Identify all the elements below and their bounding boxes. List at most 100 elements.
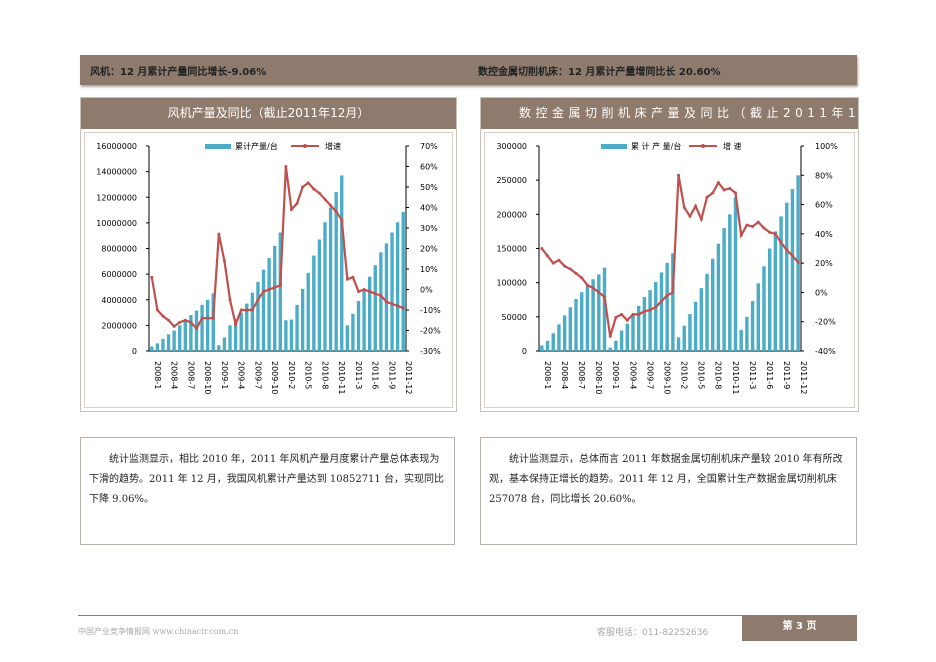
right-tick-label: 0%: [815, 288, 828, 297]
left-tick-label: 250000: [496, 176, 527, 185]
bar: [602, 267, 607, 351]
right-tick-label: -10%: [420, 306, 441, 315]
bar: [693, 301, 698, 351]
bar: [779, 216, 783, 351]
growth-point: [728, 186, 732, 190]
growth-point: [161, 314, 165, 318]
chart-title: 数控金属切削机床产量及同比（截止2011年12: [481, 98, 858, 129]
wind-turbine-analysis-text: 统计监测显示，相比 2010 年，2011 年风机产量月度累计产量总体表现为下滑…: [80, 437, 455, 545]
growth-point: [273, 285, 277, 289]
growth-point: [150, 275, 154, 279]
growth-line: [150, 166, 404, 331]
x-tick-label: 2011-3: [354, 361, 363, 389]
bar: [273, 245, 277, 351]
left-tick-label: 150000: [496, 245, 527, 254]
growth-point: [688, 214, 692, 218]
bar: [334, 192, 338, 351]
growth-point: [580, 276, 584, 280]
growth-point: [373, 292, 377, 296]
growth-point: [625, 318, 629, 322]
growth-point: [323, 197, 327, 201]
bar: [295, 304, 299, 351]
growth-point: [345, 277, 349, 281]
growth-point: [694, 204, 698, 208]
right-tick-label: 0%: [420, 286, 433, 295]
x-tick-label: 2008-7: [577, 361, 586, 389]
x-tick-label: 2009-4: [628, 361, 637, 389]
x-tick-label: 2009-7: [253, 361, 262, 389]
right-tick-label: 40%: [815, 230, 833, 239]
bar: [155, 343, 160, 351]
bar: [250, 292, 255, 351]
growth-point: [773, 232, 777, 236]
growth-point: [217, 232, 221, 236]
right-tick-label: -20%: [420, 327, 441, 336]
bar: [722, 228, 726, 351]
growth-point: [551, 261, 555, 265]
growth-point: [603, 295, 606, 299]
growth-point: [267, 288, 271, 291]
bar: [728, 214, 732, 351]
legend-line-marker: [303, 144, 307, 148]
growth-point: [194, 326, 198, 330]
growth-point: [289, 208, 293, 212]
x-tick-label: 2011-9: [782, 361, 791, 389]
bar: [284, 320, 288, 351]
x-tick-label: 2010-5: [304, 361, 313, 389]
x-tick-label: 2010-5: [697, 361, 706, 389]
growth-point: [155, 308, 159, 312]
bar: [261, 269, 266, 351]
growth-point: [379, 294, 383, 298]
bar: [648, 290, 652, 351]
bar: [267, 258, 271, 351]
growth-point: [228, 298, 232, 302]
left-tick-label: 200000: [496, 210, 527, 219]
growth-point: [295, 201, 299, 205]
left-tick-label: 14000000: [96, 168, 137, 177]
left-tick-label: 0: [132, 347, 137, 356]
x-tick-label: 2008-4: [560, 361, 569, 389]
growth-point: [211, 316, 215, 320]
x-tick-label: 2010-11: [731, 361, 740, 394]
x-tick-label: 2008-1: [153, 361, 162, 389]
bar: [585, 285, 590, 351]
bar: [178, 325, 182, 351]
bar: [228, 325, 232, 351]
growth-point: [546, 254, 550, 258]
bar: [608, 347, 612, 351]
bar: [773, 231, 778, 351]
bar: [351, 313, 355, 351]
footer-divider: [78, 615, 744, 616]
bar: [745, 316, 749, 351]
growth-point: [648, 308, 652, 312]
growth-point: [739, 233, 743, 237]
machine-tool-analysis-text: 统计监测显示，总体而言 2011 年数据金属切削机床产量较 2010 年有所改观…: [480, 437, 857, 545]
growth-point: [620, 312, 624, 316]
bar: [591, 279, 595, 351]
bar: [239, 312, 243, 351]
x-tick-label: 2009-4: [237, 361, 246, 389]
bar: [631, 315, 635, 351]
footer-site-link[interactable]: 中国产业竞争情报网 www.chinacir.com.cn: [78, 627, 239, 636]
right-tick-label: 80%: [815, 171, 833, 180]
growth-line: [540, 175, 799, 337]
growth-point: [711, 191, 715, 195]
bar: [233, 318, 238, 351]
bar: [390, 232, 394, 351]
summary-header-bar: 风机：12 月累计产量同比增长-9.06% 数控金属切削机床：12 月累计产量增…: [80, 55, 857, 85]
bar: [671, 253, 675, 351]
bar: [356, 301, 361, 351]
bar: [395, 222, 400, 351]
x-tick-label: 2010-11: [337, 361, 346, 394]
x-tick-label: 2011-6: [371, 361, 380, 389]
x-tick-label: 2010-8: [320, 361, 329, 389]
x-tick-label: 2011-6: [765, 361, 774, 389]
x-tick-label: 2009-10: [270, 361, 279, 394]
wind-turbine-chart: 0 2000000 4000000 6000000 8000000 10000000 120…: [96, 141, 441, 394]
machine-tool-chart: 0 50000 100000 150000 200000 250000 300000 -40%…: [496, 141, 838, 394]
bar: [306, 272, 310, 351]
bar: [172, 330, 176, 351]
bar: [716, 243, 721, 351]
header-machine-tool-summary: 数控金属切削机床：12 月累计产量增同比长 20.60%: [478, 67, 721, 78]
